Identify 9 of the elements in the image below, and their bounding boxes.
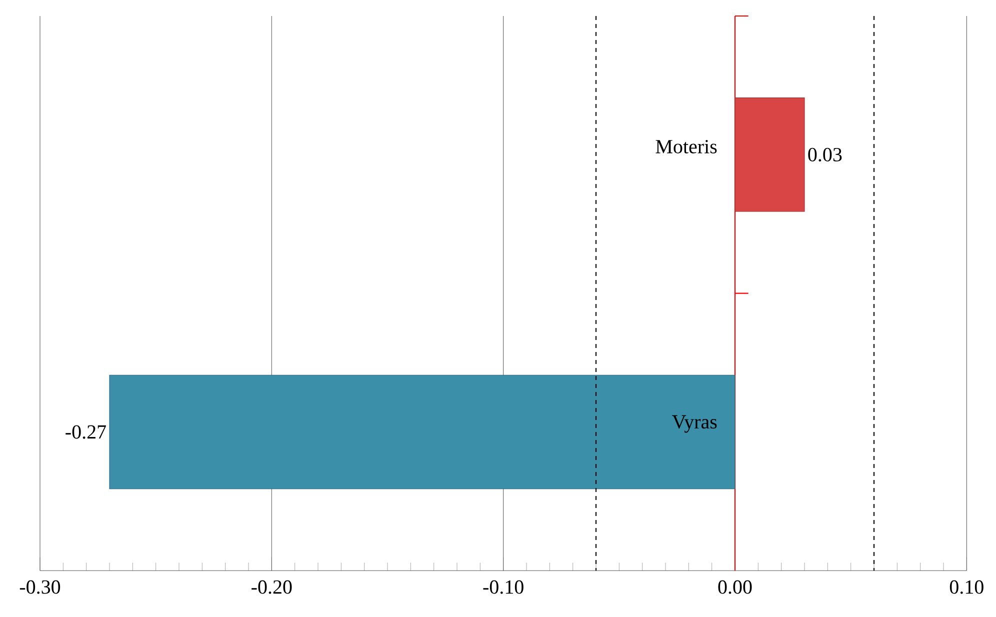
- x-tick-label: -0.20: [252, 580, 292, 594]
- y-tick-label: Moteris: [656, 140, 717, 154]
- y-tick-label: Vyras: [672, 415, 717, 433]
- x-tick-label: 0.10: [950, 580, 984, 594]
- data-label: -0.27: [66, 425, 106, 439]
- x-tick-label: -0.30: [20, 580, 60, 594]
- x-tick-label: -0.10: [483, 580, 524, 594]
- data-label: 0.03: [808, 148, 842, 162]
- x-tick-label: 0.00: [718, 580, 752, 594]
